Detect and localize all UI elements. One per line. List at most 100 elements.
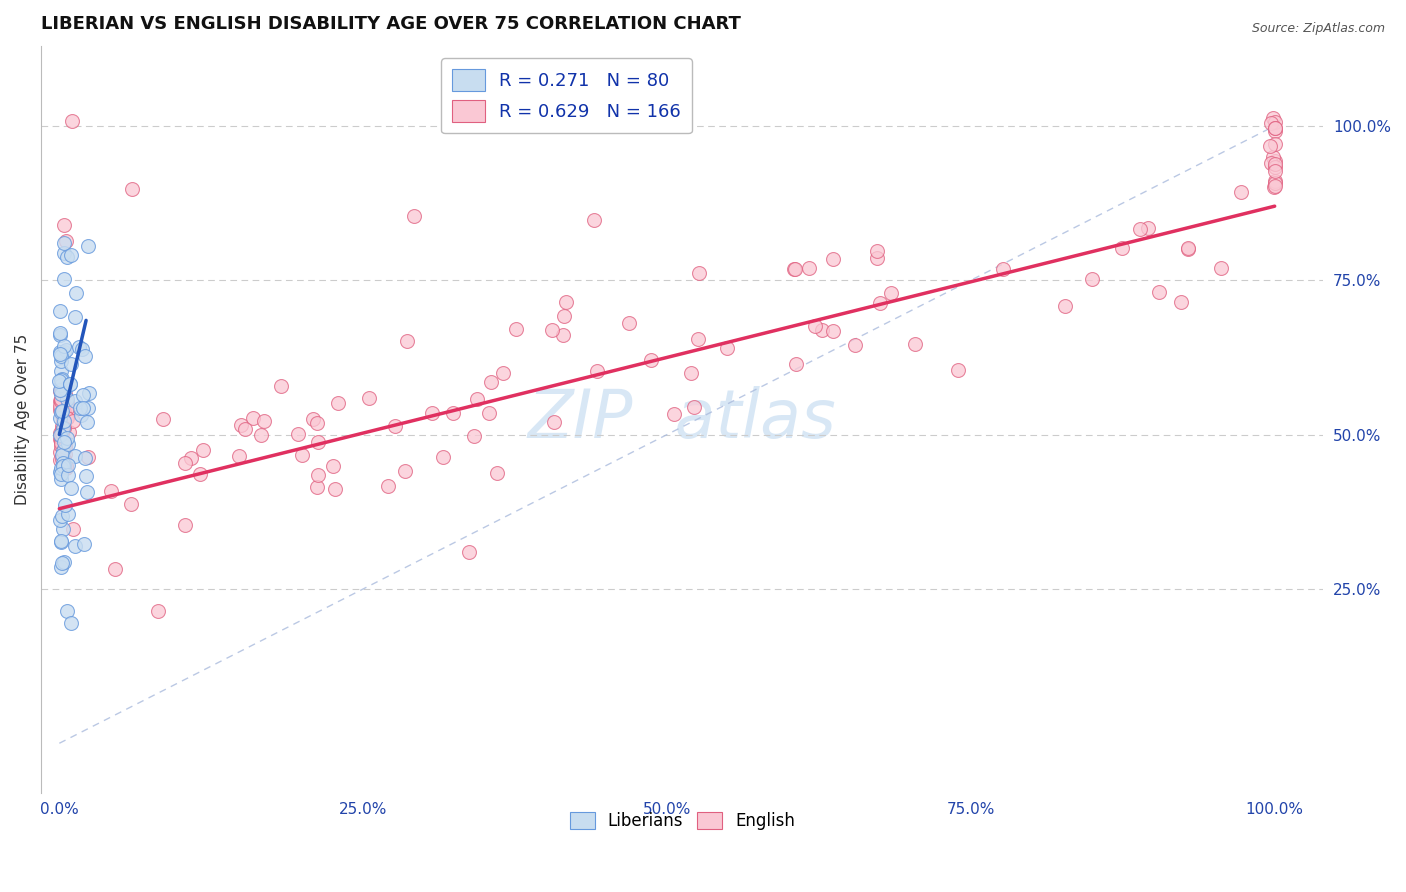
Point <box>486 466 509 480</box>
Point <box>52 522 75 536</box>
Point <box>1260 116 1282 130</box>
Point <box>1211 260 1233 275</box>
Point <box>56 507 79 521</box>
Point <box>52 421 75 435</box>
Point <box>49 326 72 341</box>
Point <box>811 323 834 337</box>
Point <box>52 452 75 467</box>
Point <box>52 434 75 449</box>
Point <box>688 266 710 280</box>
Point <box>51 423 73 437</box>
Point <box>49 513 72 527</box>
Point <box>49 383 72 397</box>
Point <box>1137 220 1160 235</box>
Point <box>63 539 86 553</box>
Point <box>904 337 927 351</box>
Point <box>59 248 82 262</box>
Point <box>1264 164 1286 178</box>
Point <box>49 363 72 377</box>
Point <box>880 286 903 301</box>
Point <box>59 376 82 391</box>
Point <box>49 384 72 399</box>
Point <box>77 401 100 416</box>
Point <box>49 393 72 408</box>
Point <box>357 391 380 405</box>
Point <box>49 461 72 475</box>
Point <box>553 327 575 342</box>
Point <box>465 392 488 406</box>
Point <box>307 435 329 450</box>
Point <box>52 339 75 353</box>
Point <box>51 354 73 368</box>
Point <box>804 319 827 334</box>
Point <box>49 432 72 446</box>
Point <box>233 422 256 436</box>
Point <box>75 451 97 466</box>
Point <box>51 451 73 466</box>
Point <box>1229 185 1251 199</box>
Point <box>479 376 502 390</box>
Point <box>65 286 87 301</box>
Point <box>420 406 443 420</box>
Point <box>492 366 515 380</box>
Point <box>553 309 575 323</box>
Point <box>51 560 73 574</box>
Point <box>58 425 80 439</box>
Point <box>70 408 93 422</box>
Point <box>1264 121 1286 136</box>
Point <box>77 385 100 400</box>
Point <box>1264 121 1286 136</box>
Point <box>228 450 250 464</box>
Point <box>270 379 292 393</box>
Point <box>76 468 98 483</box>
Point <box>716 341 738 355</box>
Point <box>1258 138 1281 153</box>
Point <box>1264 124 1286 138</box>
Point <box>307 467 329 482</box>
Point <box>328 396 350 410</box>
Point <box>322 458 344 473</box>
Point <box>56 250 79 264</box>
Point <box>67 341 90 355</box>
Text: ZIP  atlas: ZIP atlas <box>527 386 837 452</box>
Point <box>52 388 75 402</box>
Point <box>1264 115 1286 129</box>
Point <box>785 261 807 276</box>
Point <box>51 404 73 418</box>
Point <box>946 363 969 377</box>
Point <box>51 387 73 401</box>
Point <box>53 345 76 359</box>
Point <box>49 534 72 549</box>
Point <box>49 426 72 441</box>
Point <box>866 251 889 265</box>
Point <box>51 449 73 463</box>
Point <box>1264 154 1286 169</box>
Point <box>49 445 72 459</box>
Text: Source: ZipAtlas.com: Source: ZipAtlas.com <box>1251 22 1385 36</box>
Point <box>53 246 76 260</box>
Point <box>53 447 76 461</box>
Point <box>49 378 72 392</box>
Point <box>1264 160 1286 174</box>
Point <box>686 332 709 346</box>
Point <box>59 377 82 392</box>
Point <box>619 316 641 330</box>
Point <box>52 272 75 286</box>
Point <box>55 392 77 406</box>
Point <box>229 417 252 432</box>
Point <box>70 342 93 356</box>
Point <box>49 410 72 425</box>
Point <box>56 401 79 415</box>
Point <box>72 388 94 402</box>
Point <box>100 483 122 498</box>
Point <box>51 373 73 387</box>
Point <box>63 310 86 324</box>
Point <box>51 415 73 429</box>
Point <box>51 535 73 549</box>
Point <box>60 482 83 496</box>
Point <box>56 436 79 450</box>
Point <box>1170 295 1192 310</box>
Point <box>53 387 76 401</box>
Point <box>463 429 485 443</box>
Point <box>63 393 86 408</box>
